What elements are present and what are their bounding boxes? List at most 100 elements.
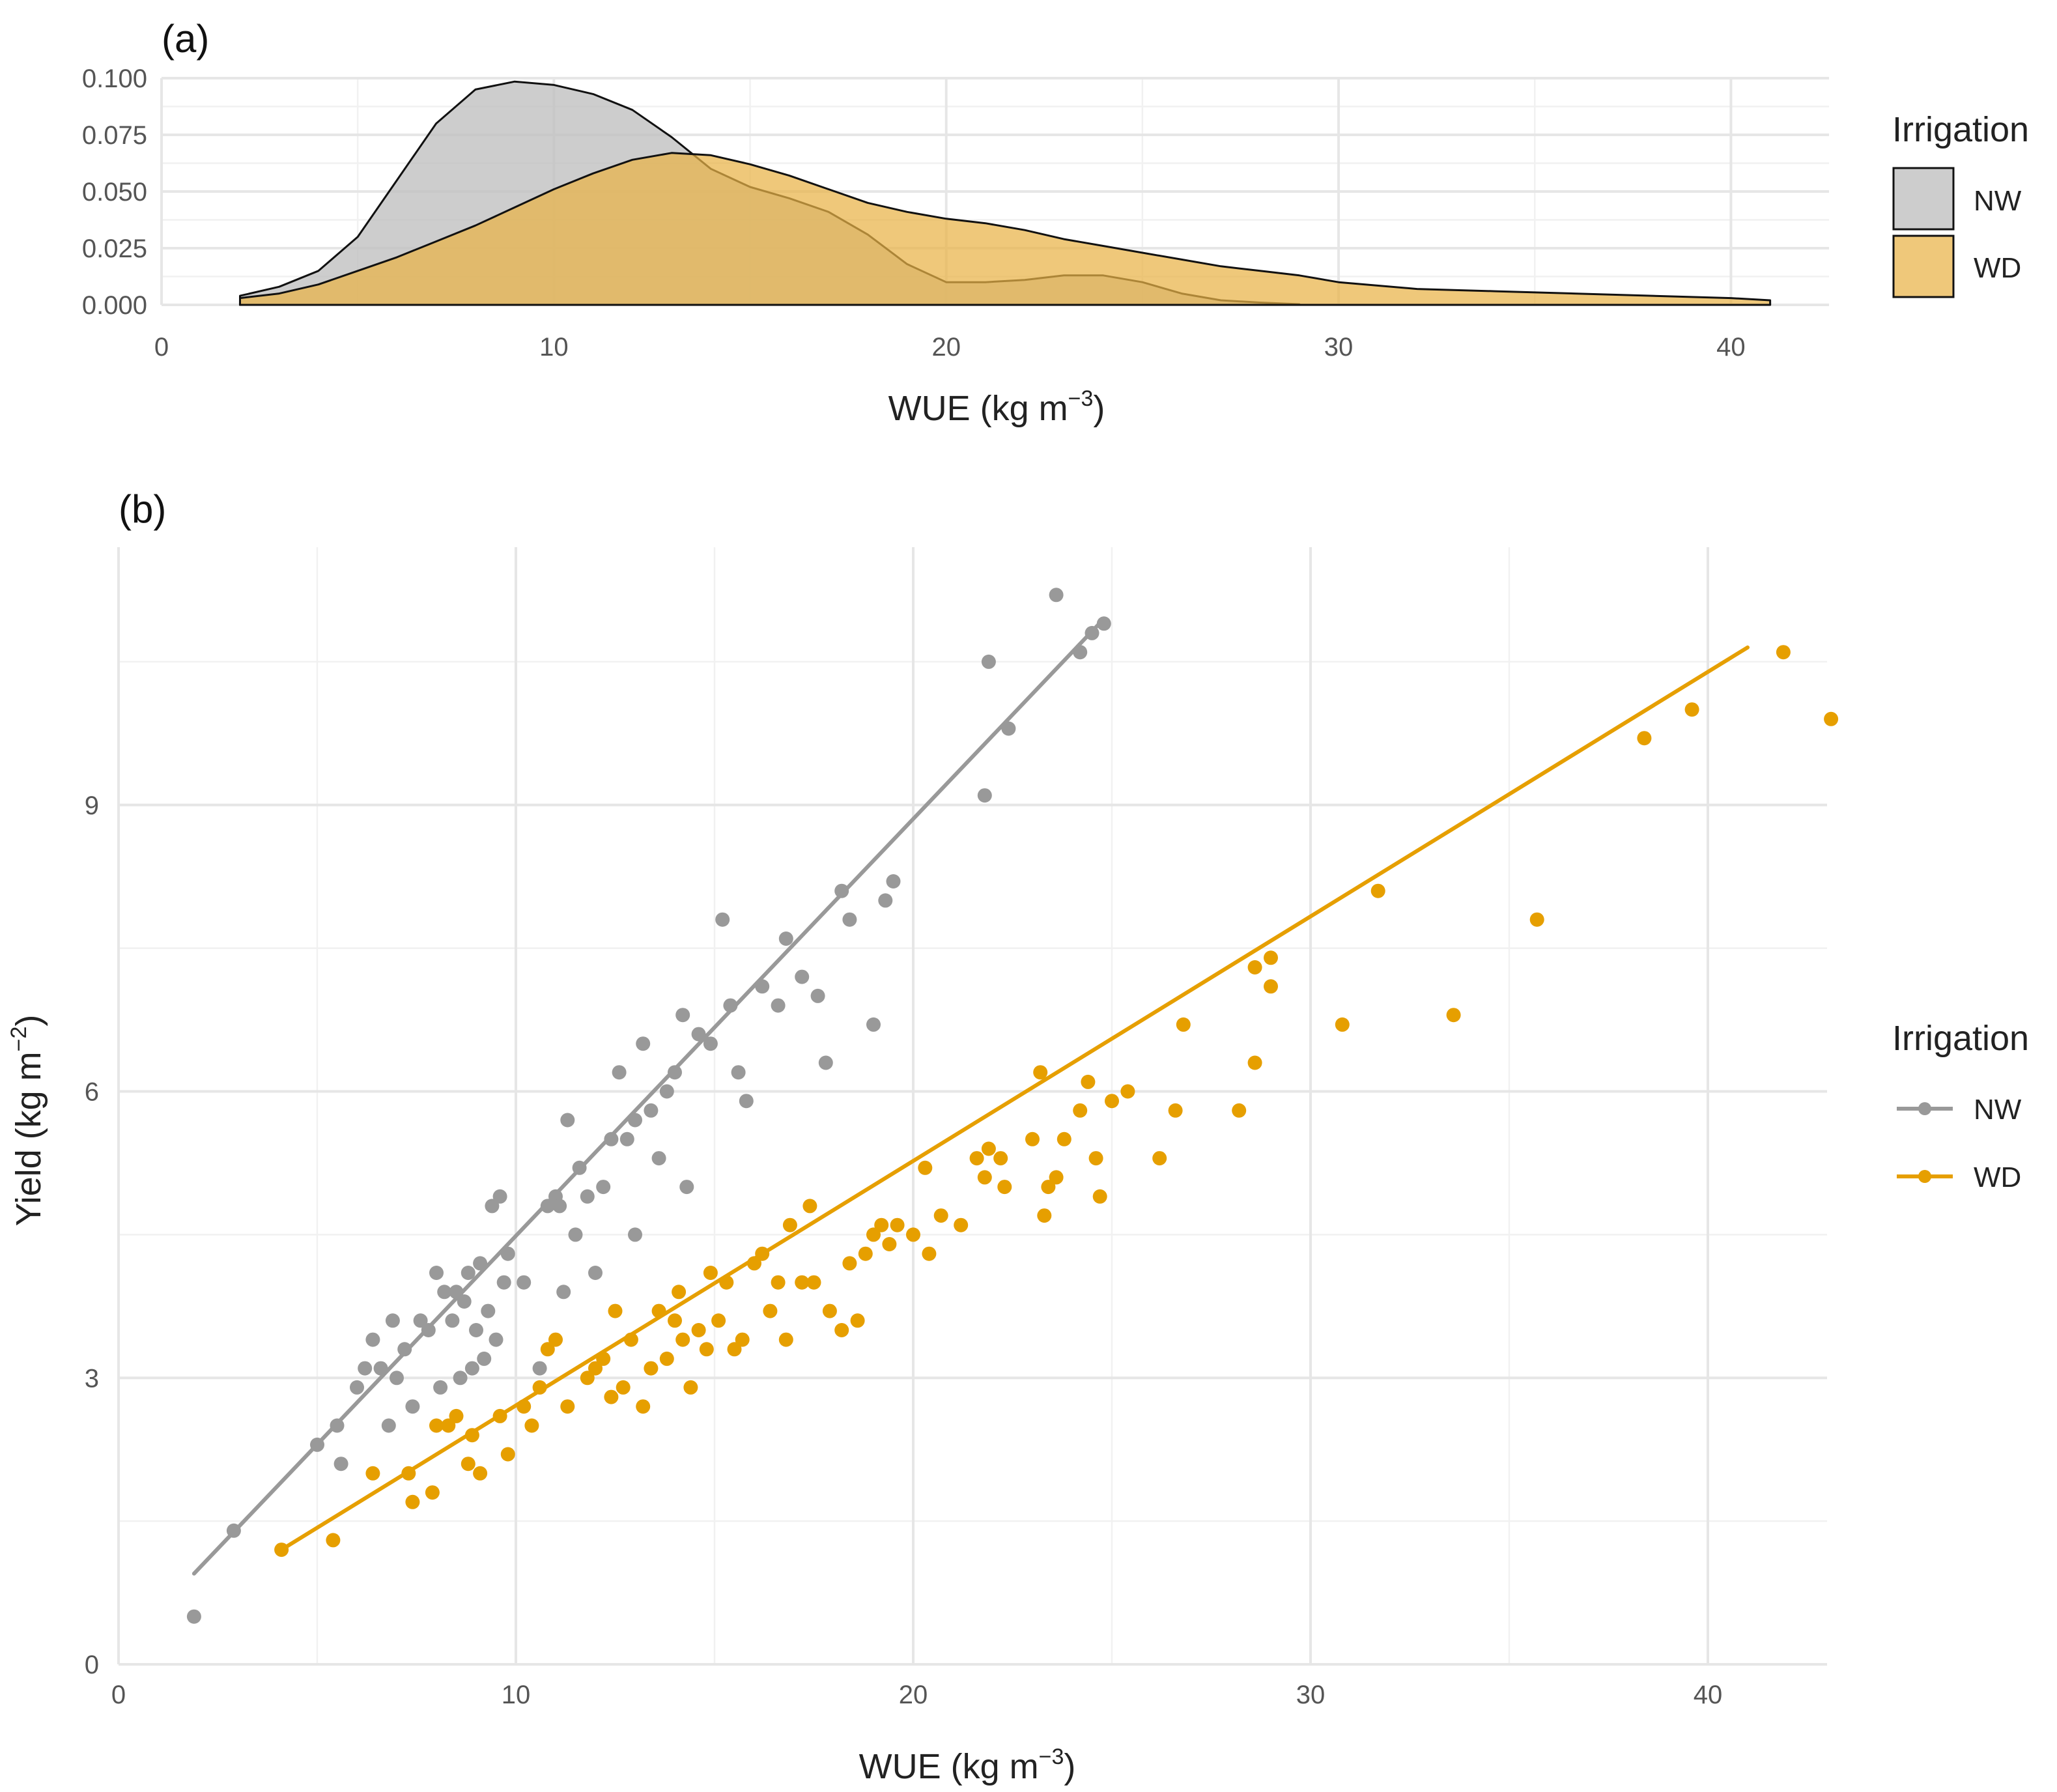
point-nw: [477, 1351, 492, 1366]
density-x-tick-label: 40: [1716, 333, 1746, 362]
point-nw: [489, 1332, 504, 1347]
density-y-tick-label: 0.025: [82, 235, 147, 263]
point-nw: [878, 893, 893, 908]
point-nw: [429, 1266, 444, 1280]
point-wd: [441, 1418, 456, 1433]
density-y-tick-label: 0.075: [82, 121, 147, 150]
density-x-tick-label: 10: [539, 333, 569, 362]
point-wd: [822, 1303, 837, 1318]
point-wd: [1049, 1170, 1064, 1185]
point-nw: [385, 1313, 400, 1328]
density-x-axis-title: WUE (kg m−3): [888, 386, 1105, 428]
point-wd: [604, 1389, 619, 1404]
scatter-x-tick-label: 10: [502, 1681, 531, 1709]
point-wd: [1025, 1131, 1040, 1146]
density-area-wd: [238, 152, 1772, 306]
point-wd: [1637, 731, 1652, 746]
scatter-legend-title: Irrigation: [1892, 1019, 2029, 1058]
point-nw: [778, 932, 793, 946]
point-nw: [540, 1199, 555, 1214]
point-wd: [596, 1351, 611, 1366]
point-wd: [1073, 1103, 1088, 1118]
point-wd: [711, 1313, 726, 1328]
point-nw: [532, 1361, 547, 1376]
point-nw: [818, 1055, 833, 1070]
point-wd: [890, 1217, 905, 1232]
point-wd: [735, 1332, 750, 1347]
point-nw: [981, 654, 996, 669]
point-nw: [560, 1113, 575, 1128]
point-nw: [568, 1227, 583, 1242]
point-wd: [560, 1399, 575, 1414]
point-wd: [997, 1180, 1012, 1195]
point-nw: [365, 1332, 380, 1347]
point-wd: [1446, 1008, 1461, 1023]
scatter-x-axis-title: WUE (kg m−3): [859, 1744, 1076, 1786]
point-nw: [473, 1256, 488, 1271]
point-wd: [719, 1275, 734, 1290]
point-wd: [747, 1256, 761, 1271]
scatter-y-axis-title: Yield (kg m−2): [7, 1015, 48, 1227]
scatter-legend-label-wd: WD: [1974, 1161, 2021, 1193]
point-wd: [802, 1199, 817, 1214]
scatter-legend: Irrigation NW WD: [1892, 1019, 2029, 1193]
point-wd: [1120, 1084, 1135, 1099]
point-wd: [274, 1543, 289, 1557]
point-nw: [433, 1380, 448, 1395]
point-nw: [437, 1285, 452, 1300]
scatter-panel: (b) 0 3 6 9 0 10 20 30 40 WUE (kg m−3) Yield (k…: [7, 487, 2029, 1786]
point-wd: [616, 1380, 631, 1395]
point-nw: [636, 1036, 651, 1051]
point-nw: [500, 1246, 515, 1261]
point-nw: [628, 1227, 642, 1242]
point-nw: [739, 1094, 754, 1109]
point-wd: [882, 1237, 897, 1251]
point-nw: [1049, 588, 1064, 603]
point-nw: [580, 1189, 595, 1204]
point-nw: [421, 1323, 436, 1337]
point-wd: [1776, 645, 1791, 660]
point-wd: [1041, 1180, 1056, 1195]
point-nw: [492, 1189, 507, 1204]
scatter-legend-key-nw-dot: [1918, 1102, 1931, 1115]
point-wd: [326, 1533, 341, 1548]
point-wd: [500, 1447, 515, 1462]
point-nw: [668, 1065, 682, 1080]
density-y-tick-label: 0.000: [82, 291, 147, 320]
point-wd: [1684, 702, 1699, 717]
point-nw: [186, 1609, 201, 1624]
point-wd: [778, 1332, 793, 1347]
point-wd: [933, 1208, 948, 1223]
point-nw: [866, 1017, 881, 1032]
scatter-x-tick-label: 30: [1296, 1681, 1326, 1709]
density-y-tick-label: 0.100: [82, 64, 147, 93]
point-nw: [604, 1131, 619, 1146]
point-nw: [496, 1275, 511, 1290]
point-wd: [532, 1380, 547, 1395]
point-wd: [969, 1151, 984, 1166]
point-nw: [795, 969, 810, 984]
point-nw: [572, 1160, 587, 1175]
point-wd: [1529, 912, 1544, 927]
point-nw: [517, 1275, 532, 1290]
point-wd: [517, 1399, 532, 1414]
point-nw: [703, 1036, 718, 1051]
scatter-y-tick-label: 9: [85, 791, 99, 820]
point-nw: [405, 1399, 420, 1414]
point-wd: [461, 1457, 475, 1472]
point-wd: [524, 1418, 539, 1433]
point-wd: [703, 1266, 718, 1280]
scatter-y-tick-label: 0: [85, 1651, 99, 1679]
point-wd: [588, 1361, 603, 1376]
point-nw: [723, 998, 738, 1013]
point-nw: [1096, 616, 1111, 631]
point-wd: [644, 1361, 659, 1376]
density-legend-title: Irrigation: [1892, 110, 2029, 149]
point-wd: [1168, 1103, 1183, 1118]
density-legend: Irrigation NW WD: [1892, 110, 2029, 298]
point-nw: [464, 1361, 479, 1376]
point-wd: [473, 1466, 488, 1481]
scatter-y-tick-label: 3: [85, 1364, 99, 1393]
